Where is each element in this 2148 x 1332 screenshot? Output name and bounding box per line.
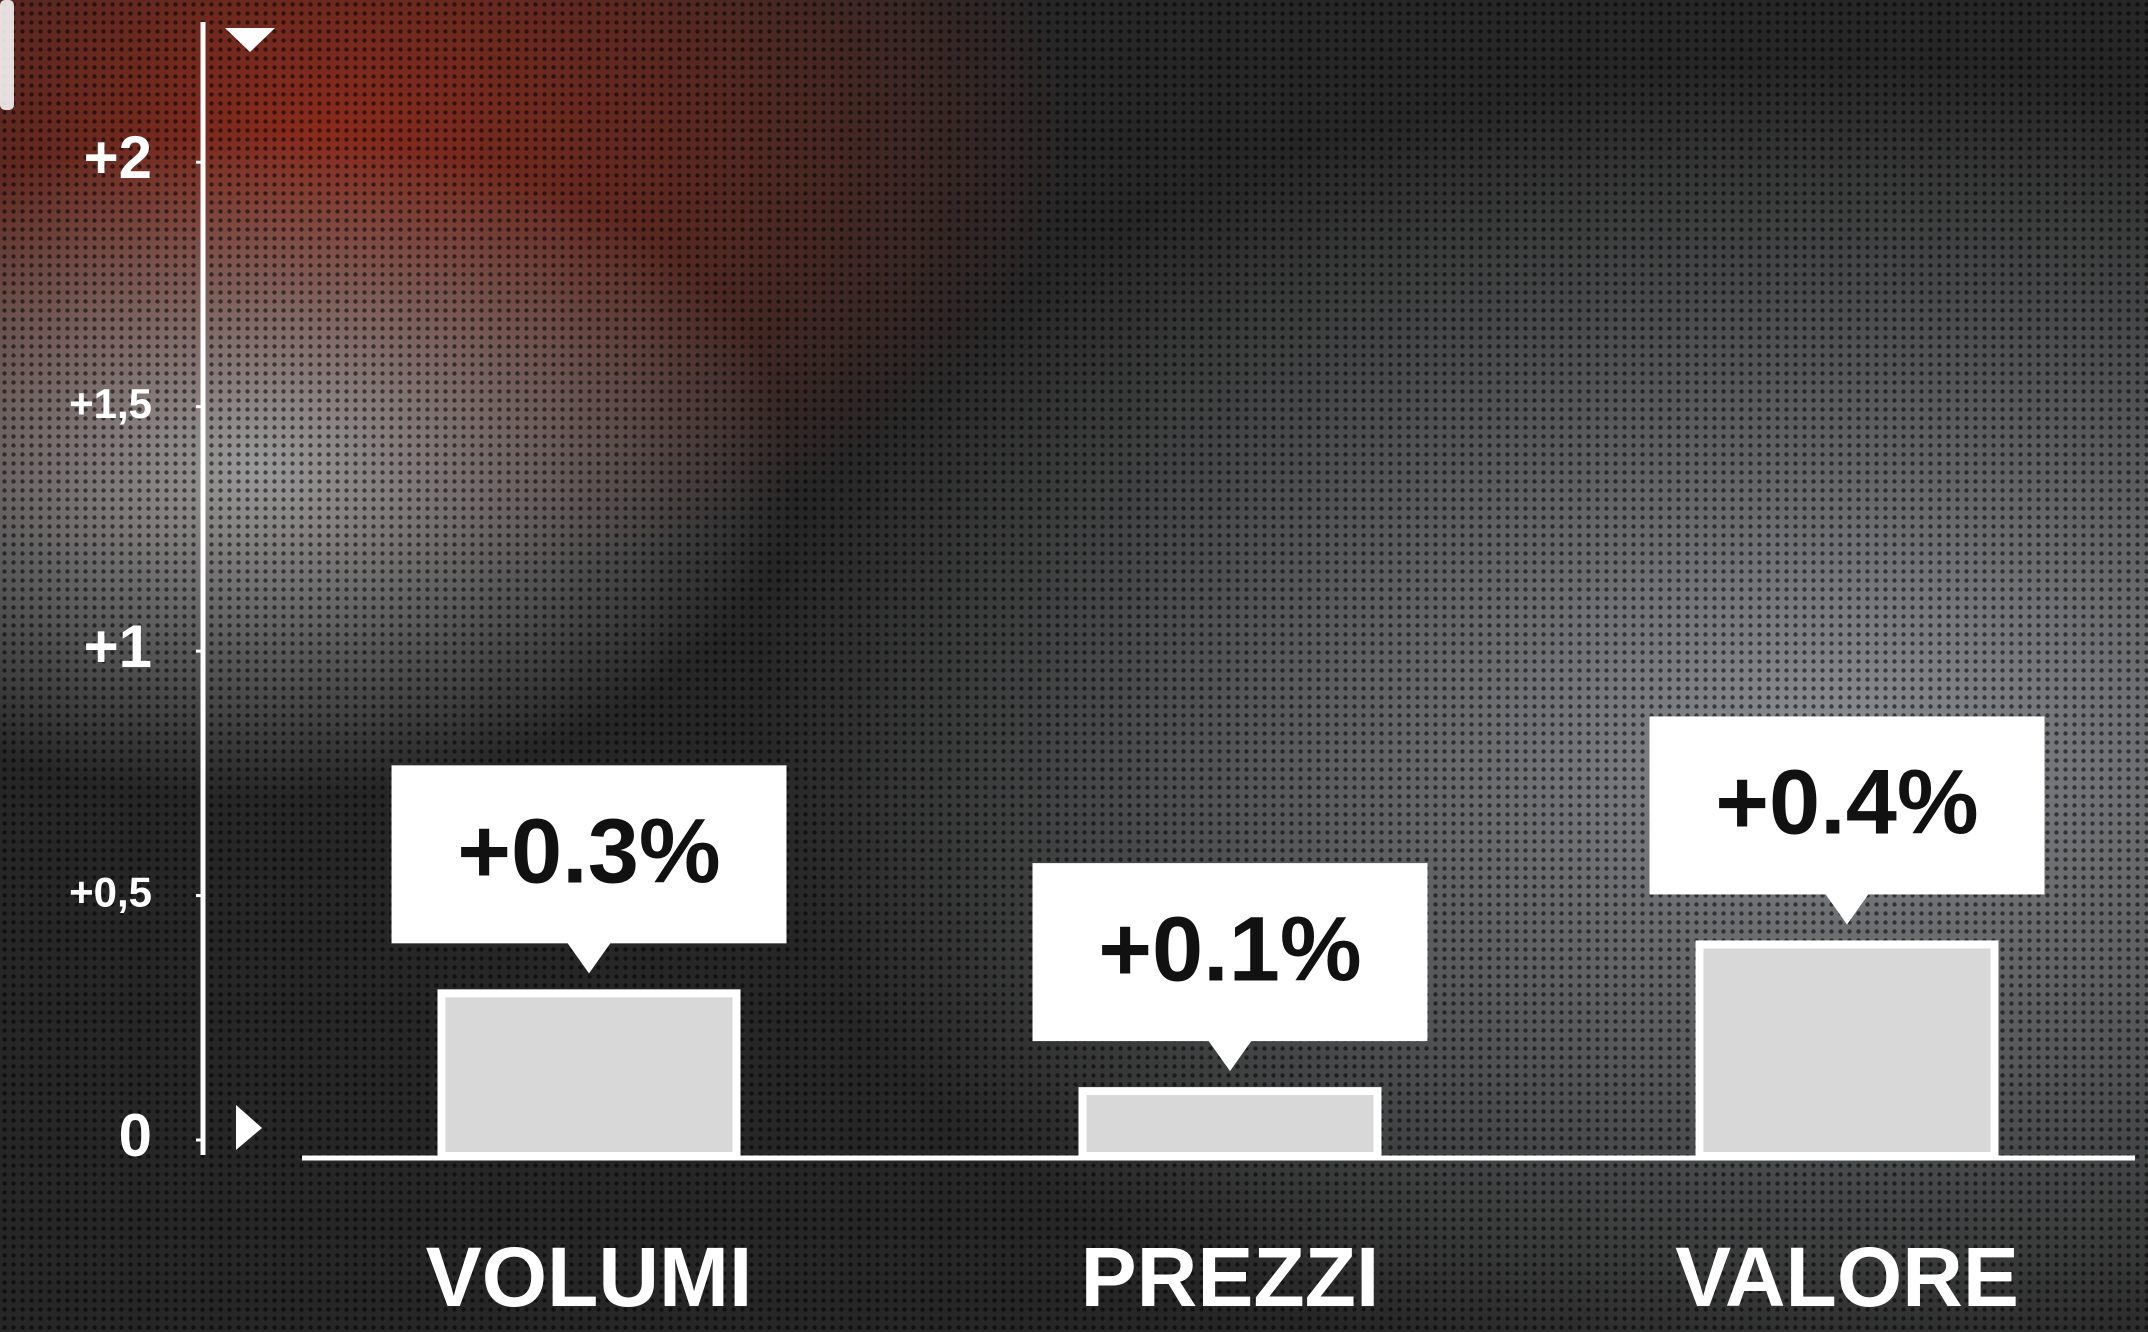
y-tick-label: 0 [119,1102,152,1169]
y-tick-label: +0,5 [69,869,152,916]
x-tick-label: PREZZI [1081,1230,1380,1324]
bar [1083,1091,1378,1156]
value-label: +0.4% [1715,752,1978,854]
bar [1700,944,1995,1156]
x-tick-label: VALORE [1675,1230,2019,1324]
value-label: +0.1% [1098,898,1361,1000]
y-tick-label: +2 [84,124,152,191]
value-label: +0.3% [457,801,720,903]
y-tick-label: +1,5 [69,380,152,427]
bar [442,993,737,1156]
y-tick-label: +1 [84,613,152,680]
chart: 0 +0,5 +1 +1,5 +2 VOLUMI +0.3% PREZZI +0.1% VALOR… [0,0,2148,1332]
x-tick-label: VOLUMI [426,1230,753,1324]
